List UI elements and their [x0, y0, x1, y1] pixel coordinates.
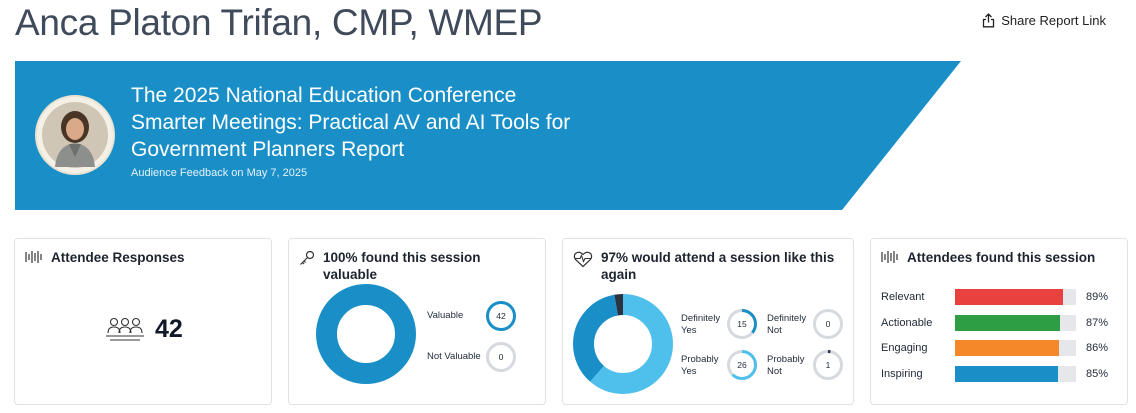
banner-title: The 2025 National Education Conference S…: [131, 82, 651, 163]
rating-label: Actionable: [881, 317, 933, 329]
rating-row: Actionable 87%: [881, 315, 1119, 331]
rating-percent: 87%: [1086, 317, 1109, 329]
share-icon: [983, 13, 995, 28]
valuable-ring: [486, 301, 516, 331]
rating-label: Engaging: [881, 342, 928, 354]
key-icon: [300, 250, 315, 265]
label-line: Yes: [681, 325, 697, 336]
attend-again-donut: [573, 294, 673, 394]
share-report-label: Share Report Link: [1001, 13, 1106, 28]
banner-title-line: Smarter Meetings: Practical AV and AI To…: [131, 111, 571, 134]
valuable-card: 100% found this session valuable Valuabl…: [288, 238, 546, 405]
bars-icon: [881, 251, 898, 263]
definitely-not-ring: [813, 309, 843, 339]
heartbeat-icon: [573, 251, 593, 268]
probably-not-count: 1: [825, 360, 831, 370]
rating-track: [955, 315, 1076, 331]
label-line: Not: [767, 366, 782, 377]
definitely-yes-ring: [727, 309, 757, 339]
probably-not-label: Probably Not: [767, 354, 805, 378]
card-title: 97% would attend a session like this aga…: [601, 250, 835, 282]
rating-fill: [955, 366, 1058, 382]
rating-label: Relevant: [881, 291, 925, 303]
label-line: Not: [767, 325, 782, 336]
rating-row: Inspiring 85%: [881, 366, 1119, 382]
donut-definitely-yes: [573, 294, 673, 394]
rating-track: [955, 366, 1076, 382]
banner-title-line: The 2025 National Education Conference: [131, 84, 517, 107]
rating-percent: 85%: [1086, 368, 1109, 380]
rating-row: Engaging 86%: [881, 340, 1119, 356]
bars-icon: [25, 251, 42, 263]
attendee-responses-card: Attendee Responses 42: [14, 238, 272, 405]
speaker-avatar: [35, 95, 115, 175]
label-line: Definitely: [767, 313, 807, 324]
rating-fill: [955, 315, 1061, 331]
definitely-not-label: Definitely Not: [767, 313, 806, 337]
rating-fill: [955, 340, 1060, 356]
rating-row: Relevant 89%: [881, 289, 1119, 305]
probably-not-ring: [813, 350, 843, 380]
valuable-label: Valuable: [427, 310, 464, 321]
probably-yes-ring: [727, 350, 757, 380]
rating-percent: 86%: [1086, 342, 1109, 354]
not-valuable-label: Not Valuable: [427, 351, 481, 362]
definitely-not-count: 0: [825, 319, 831, 329]
card-title: 100% found this session valuable: [323, 250, 481, 282]
card-title: Attendees found this session: [907, 250, 1096, 265]
rating-percent: 89%: [1086, 291, 1109, 303]
probably-yes-count: 26: [737, 360, 747, 370]
rating-fill: [955, 289, 1063, 305]
donut-probably-not: [573, 294, 673, 394]
session-banner: The 2025 National Education Conference S…: [15, 61, 963, 210]
definitely-yes-count: 15: [737, 319, 747, 329]
label-line: Probably: [767, 354, 805, 365]
label-line: Yes: [681, 366, 697, 377]
share-report-link[interactable]: Share Report Link: [982, 13, 1106, 28]
banner-title-line: Government Planners Report: [131, 138, 405, 161]
banner-background: [15, 61, 961, 210]
not-valuable-count: 0: [498, 352, 504, 362]
attendees-found-card: Attendees found this session Relevant 89…: [870, 238, 1128, 405]
definitely-yes-label: Definitely Yes: [681, 313, 720, 337]
probably-yes-label: Probably Yes: [681, 354, 719, 378]
valuable-count: 42: [496, 311, 506, 321]
attend-again-card: 97% would attend a session like this aga…: [562, 238, 854, 405]
speaker-name: Anca Platon Trifan, CMP, WMEP: [15, 2, 543, 43]
card-title: Attendee Responses: [51, 250, 185, 265]
rating-track: [955, 289, 1076, 305]
not-valuable-ring: [486, 342, 516, 372]
attendees-icon: [106, 317, 144, 341]
rating-label: Inspiring: [881, 368, 923, 380]
response-count: 42: [155, 315, 183, 343]
label-line: Definitely: [681, 313, 721, 324]
valuable-donut: [316, 284, 416, 384]
banner-subtitle: Audience Feedback on May 7, 2025: [131, 167, 308, 179]
label-line: Probably: [681, 354, 719, 365]
rating-track: [955, 340, 1076, 356]
